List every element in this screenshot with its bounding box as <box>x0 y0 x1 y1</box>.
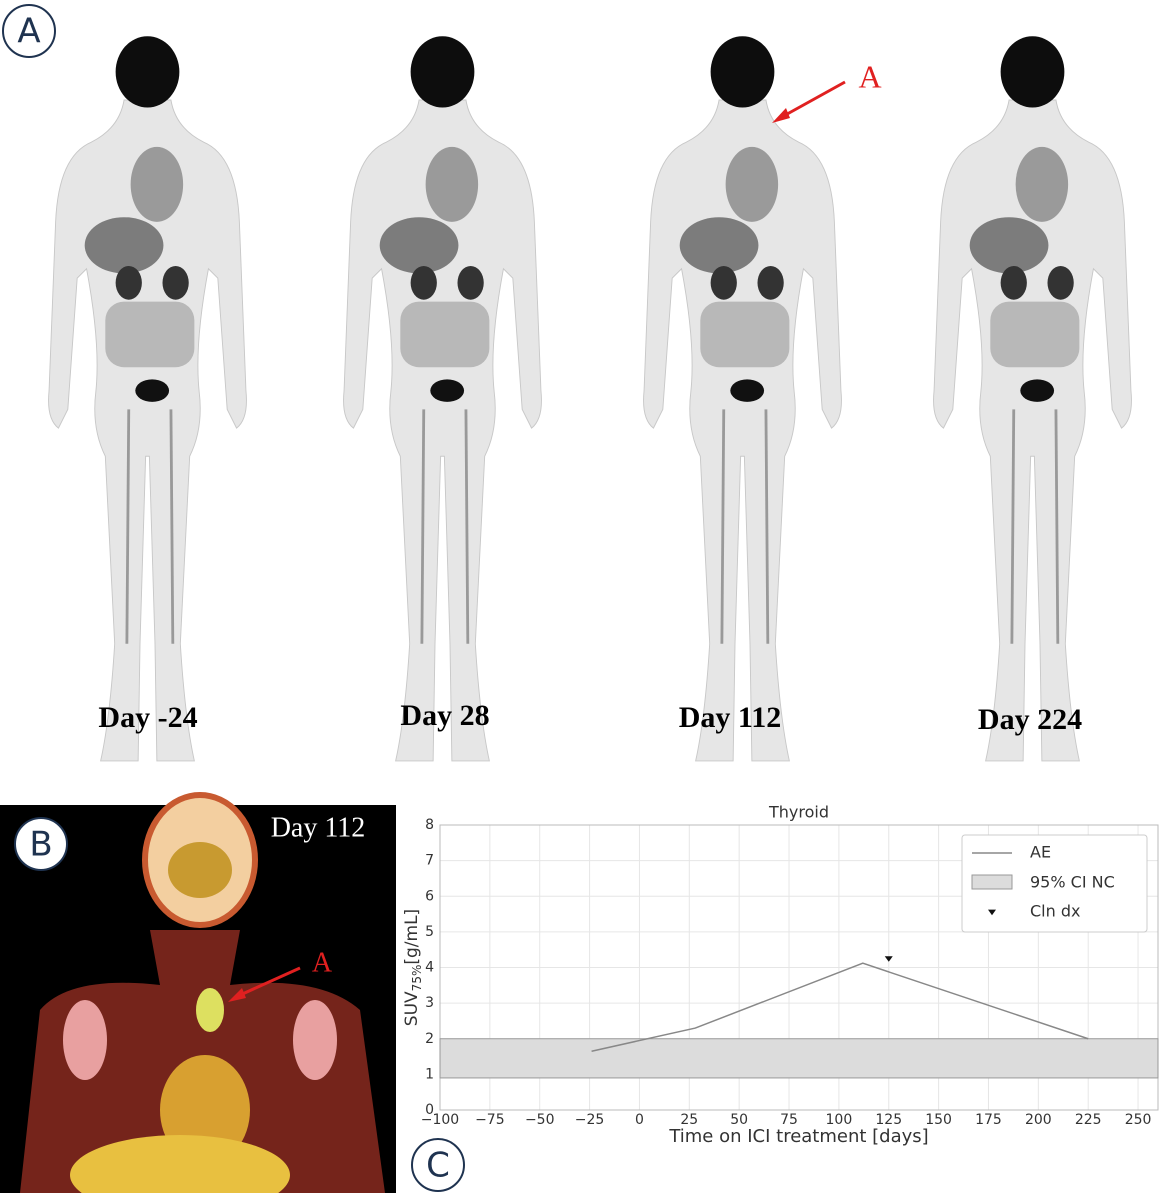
y-tick-label: 3 <box>425 995 434 1011</box>
arrow-label: A <box>858 58 881 94</box>
y-tick-label: 2 <box>425 1031 434 1047</box>
legend-swatch <box>971 874 1013 890</box>
x-axis-label: Time on ICI treatment [days] <box>668 1126 928 1147</box>
x-tick-label: 125 <box>875 1112 902 1128</box>
day-label: Day 112 <box>679 701 782 734</box>
x-tick-label: 50 <box>730 1112 748 1128</box>
y-tick-label: 5 <box>425 924 434 940</box>
pet-mip <box>642 34 843 763</box>
panel-badge <box>2 4 56 58</box>
legend-label: Cln dx <box>1030 902 1080 921</box>
x-tick-label: −100 <box>421 1112 459 1128</box>
y-axis-label: SUV75%[g/mL] <box>402 909 424 1026</box>
x-tick-label: 75 <box>780 1112 798 1128</box>
x-tick-label: 100 <box>826 1112 853 1128</box>
legend-swatch <box>988 909 996 916</box>
day-label: Day 28 <box>400 699 489 732</box>
y-tick-label: 1 <box>425 1066 434 1082</box>
day-label: Day 224 <box>978 703 1082 736</box>
panel-badge <box>14 817 68 871</box>
line <box>591 962 1089 1052</box>
x-tick-label: 250 <box>1125 1112 1152 1128</box>
arrow-label: A <box>312 947 333 978</box>
chart-title: Thyroid <box>768 803 829 822</box>
x-tick-label: 200 <box>1025 1112 1052 1128</box>
arrowhead <box>772 108 790 123</box>
x-tick-label: 225 <box>1075 1112 1102 1128</box>
y-tick-label: 7 <box>425 853 434 869</box>
plot-frame <box>439 824 1159 1111</box>
x-tick-label: −50 <box>525 1112 555 1128</box>
day-label: Day -24 <box>98 701 197 734</box>
x-tick-label: −25 <box>575 1112 605 1128</box>
y-label-sub: 75% <box>410 965 424 992</box>
y-tick-label: 8 <box>425 817 434 833</box>
arrow <box>779 80 846 120</box>
legend-box <box>961 834 1148 933</box>
y-label-main: SUV <box>402 991 422 1026</box>
x-tick-label: 175 <box>975 1112 1002 1128</box>
panel-label: B <box>29 825 52 865</box>
y-tick-label: 4 <box>425 960 434 976</box>
x-tick-label: 150 <box>925 1112 952 1128</box>
y-tick-label: 0 <box>425 1102 434 1118</box>
x-tick-label: 0 <box>635 1112 644 1128</box>
y-tick-label: 6 <box>425 888 434 904</box>
pet-ct-anatomy <box>20 792 385 1193</box>
pet-mip <box>47 34 248 763</box>
panel-label: A <box>17 12 40 52</box>
y-label-unit: [g/mL] <box>402 909 422 965</box>
ci-band <box>439 1038 1159 1079</box>
marker <box>884 956 893 962</box>
pet-mip <box>932 34 1133 763</box>
arrowhead <box>228 988 246 1002</box>
panel-badge <box>411 1138 465 1192</box>
x-tick-label: −75 <box>475 1112 505 1128</box>
arrow <box>237 966 301 998</box>
day-label: Day 112 <box>271 812 366 843</box>
legend-label: 95% CI NC <box>1030 873 1115 892</box>
x-tick-label: 25 <box>680 1112 698 1128</box>
panel-label: C <box>426 1146 450 1186</box>
legend-label: AE <box>1030 843 1051 862</box>
pet-mip <box>342 34 543 763</box>
